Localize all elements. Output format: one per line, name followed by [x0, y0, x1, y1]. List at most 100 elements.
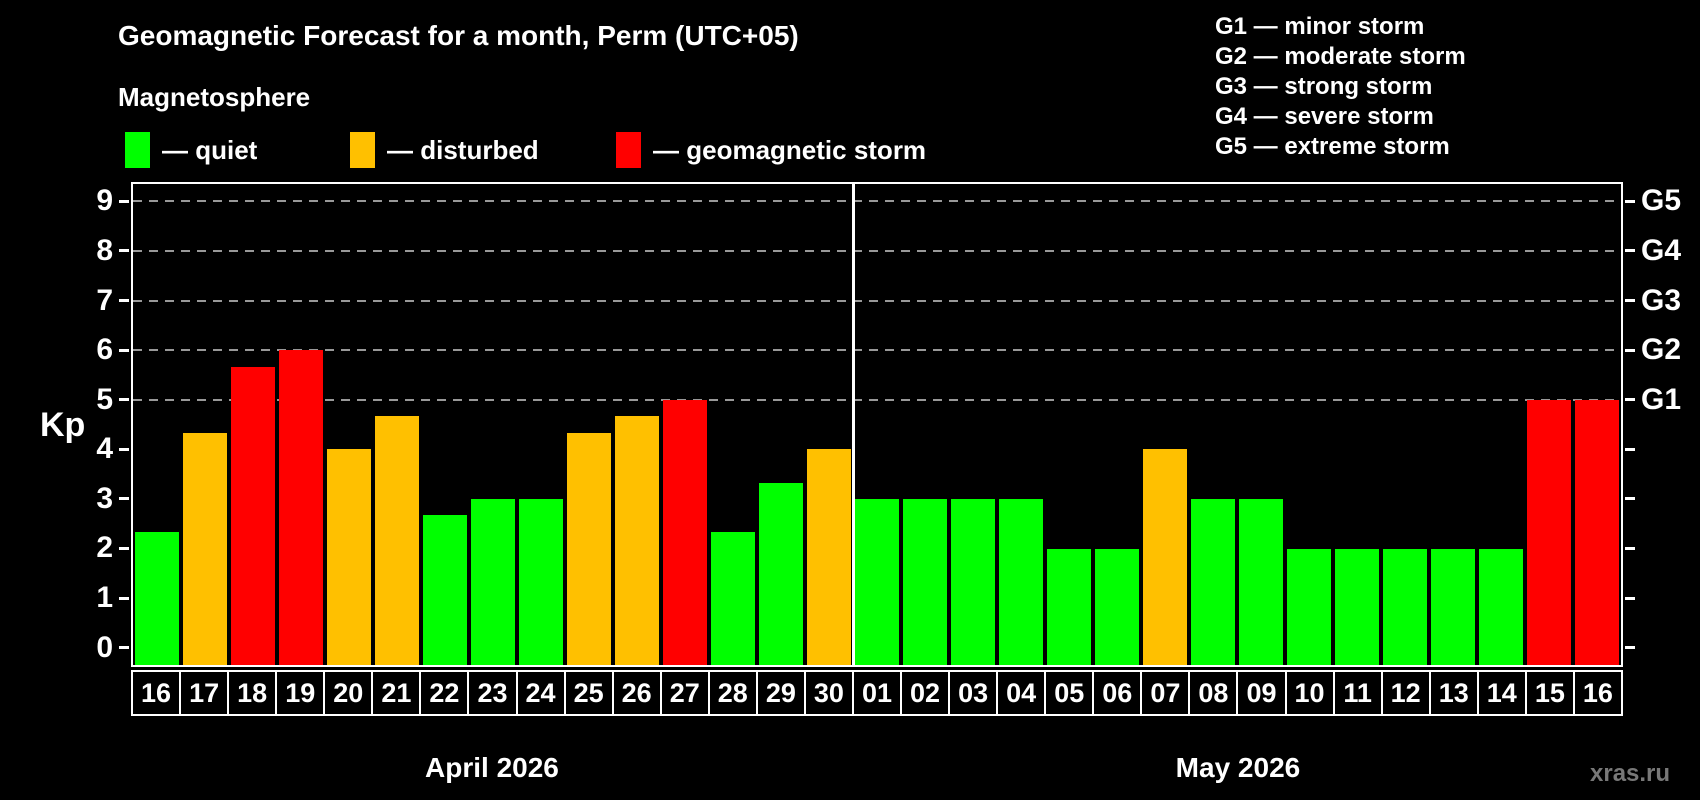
- day-label-cell: 30: [803, 670, 854, 716]
- day-label-cell: 19: [275, 670, 326, 716]
- kp-tick-label: 0: [96, 630, 113, 664]
- left-axis-tick: [119, 546, 129, 550]
- bar-slot: [1093, 184, 1141, 665]
- g-level-label-g4: G4: [1641, 233, 1682, 267]
- bar-slot: [181, 184, 229, 665]
- day-label-cell: 21: [371, 670, 422, 716]
- bar-slot: [421, 184, 469, 665]
- gridline-kp-7: [133, 299, 1621, 302]
- kp-bar-disturbed: [807, 449, 851, 665]
- left-axis-tick: [119, 497, 129, 501]
- gridline-kp-5: [133, 398, 1621, 401]
- bar-slot: [1525, 184, 1573, 665]
- right-axis-tick: [1625, 299, 1635, 303]
- g-scale-legend-item-g2: G2 — moderate storm: [1215, 43, 1466, 70]
- bar-slot: [517, 184, 565, 665]
- kp-bar-quiet: [1335, 548, 1379, 665]
- left-axis-tick: [119, 596, 129, 600]
- left-axis-tick: [119, 249, 129, 253]
- bar-slot: [325, 184, 373, 665]
- day-label-cell: 26: [611, 670, 662, 716]
- kp-bar-quiet: [519, 498, 563, 665]
- day-label-cell: 05: [1044, 670, 1095, 716]
- gridline-kp-8: [133, 249, 1621, 252]
- kp-bar-disturbed: [183, 432, 227, 665]
- kp-tick-label: 3: [96, 481, 113, 515]
- kp-bar-quiet: [1239, 498, 1283, 665]
- month-label-row: April 2026 May 2026: [131, 752, 1623, 784]
- bar-slot: [661, 184, 709, 665]
- left-axis-tick: [119, 348, 129, 352]
- bar-slot: [133, 184, 181, 665]
- kp-bar-quiet: [1431, 548, 1475, 665]
- bar-slot: [229, 184, 277, 665]
- right-axis-tick: [1625, 398, 1635, 402]
- kp-tick-label: 9: [96, 184, 113, 218]
- day-label-cell: 16: [1572, 670, 1623, 716]
- legend-item-disturbed: — disturbed: [350, 131, 539, 169]
- day-label-row: 16 17 18 19 20 21 22 23 24 25 26 27 28 29 30 01 02 03 04 05…: [131, 670, 1623, 716]
- bar-slot: [949, 184, 997, 665]
- day-label-cell: 27: [659, 670, 710, 716]
- watermark: xras.ru: [1590, 760, 1671, 787]
- day-label-cell: 22: [419, 670, 470, 716]
- kp-bar-quiet: [759, 482, 803, 665]
- kp-bar-storm: [279, 350, 323, 665]
- right-axis-tick: [1625, 348, 1635, 352]
- day-label-cell: 13: [1428, 670, 1479, 716]
- day-label-cell: 06: [1092, 670, 1143, 716]
- kp-bar-disturbed: [615, 416, 659, 665]
- kp-tick-label: 1: [96, 581, 113, 615]
- day-label-cell: 14: [1476, 670, 1527, 716]
- kp-bar-disturbed: [567, 432, 611, 665]
- kp-bar-quiet: [1287, 548, 1331, 665]
- day-label-cell: 03: [948, 670, 999, 716]
- right-axis: G1 G2 G3 G4 G5: [1623, 182, 1700, 667]
- day-label-cell: 16: [131, 670, 182, 716]
- day-label-cell: 24: [515, 670, 566, 716]
- gridline-kp-9: [133, 200, 1621, 203]
- kp-bar-quiet: [1047, 548, 1091, 665]
- month-label-april: April 2026: [425, 752, 559, 783]
- day-label-cell: 10: [1284, 670, 1335, 716]
- right-axis-tick: [1625, 646, 1635, 650]
- kp-tick-label: 6: [96, 333, 113, 367]
- g-level-label-g1: G1: [1641, 382, 1682, 416]
- magnetosphere-label: Magnetosphere: [118, 82, 311, 112]
- gridline-kp-6: [133, 349, 1621, 352]
- kp-tick-label: 4: [96, 432, 113, 466]
- kp-bar-disturbed: [1143, 449, 1187, 665]
- day-label-cell: 28: [707, 670, 758, 716]
- day-label-cell: 12: [1380, 670, 1431, 716]
- day-label-cell: 23: [467, 670, 518, 716]
- day-label-cell: 02: [900, 670, 951, 716]
- bar-slot: [1285, 184, 1333, 665]
- kp-bar-quiet: [1383, 548, 1427, 665]
- kp-bar-quiet: [1479, 548, 1523, 665]
- storm-swatch: [616, 132, 641, 168]
- disturbed-swatch: [350, 132, 375, 168]
- kp-bar-storm: [663, 399, 707, 665]
- bar-slot: [1381, 184, 1429, 665]
- bar-slot: [901, 184, 949, 665]
- plot-area: [131, 182, 1623, 667]
- g-scale-legend-item-g1: G1 — minor storm: [1215, 13, 1425, 40]
- kp-bar-disturbed: [327, 449, 371, 665]
- bar-slot: [1141, 184, 1189, 665]
- kp-axis-label: Kp: [40, 406, 86, 444]
- bar-slot: [1189, 184, 1237, 665]
- kp-bar-quiet: [1095, 548, 1139, 665]
- right-axis-tick: [1625, 447, 1635, 451]
- g-level-label-g2: G2: [1641, 333, 1682, 367]
- bar-slot: [565, 184, 613, 665]
- left-axis-tick: [119, 299, 129, 303]
- quiet-swatch: [125, 132, 150, 168]
- bar-slot: [1429, 184, 1477, 665]
- left-axis-tick: [119, 398, 129, 402]
- kp-bar-quiet: [1191, 498, 1235, 665]
- bar-slot: [709, 184, 757, 665]
- legend-item-storm: — geomagnetic storm: [616, 131, 926, 169]
- kp-bar-storm: [1575, 399, 1619, 665]
- day-label-cell: 08: [1188, 670, 1239, 716]
